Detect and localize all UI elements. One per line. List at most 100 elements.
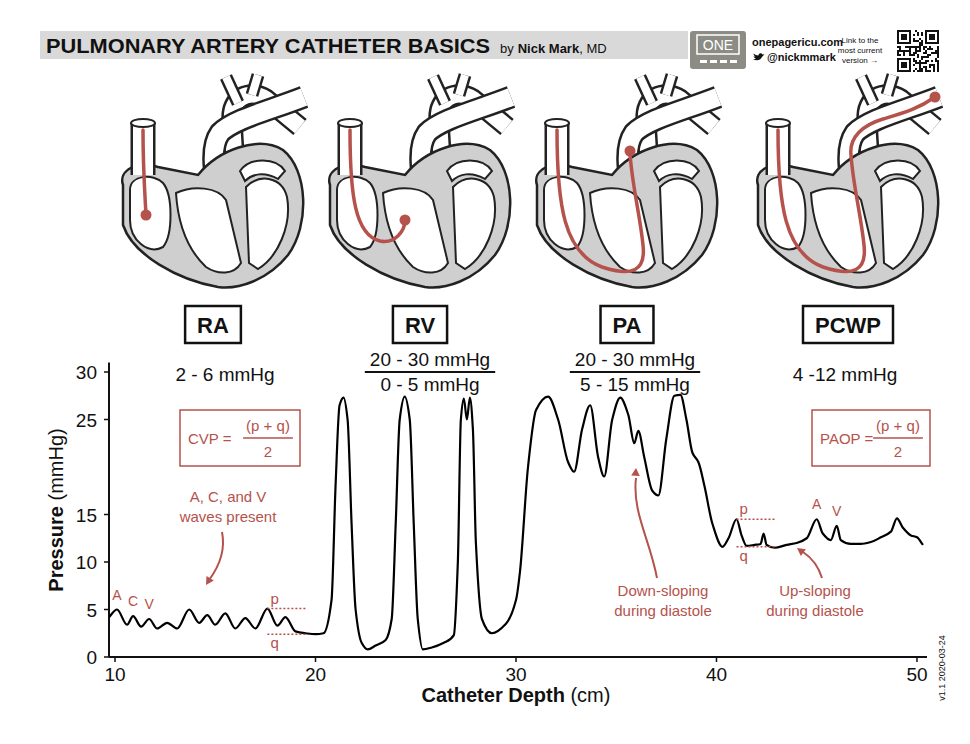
- qr-module: [917, 62, 919, 64]
- vessel: [433, 77, 445, 103]
- y-axis: [108, 363, 110, 658]
- byline-part: Nick Mark: [518, 41, 580, 56]
- wave-label: A: [812, 496, 822, 512]
- qr-module: [919, 38, 921, 40]
- qr-module: [937, 52, 939, 54]
- level-line: [737, 519, 775, 521]
- heart-diagram: [122, 75, 304, 288]
- qr-module: [919, 62, 921, 64]
- axis-title-part: (cm): [570, 684, 610, 706]
- note-arrow: [209, 532, 223, 580]
- qr-module: [919, 42, 921, 44]
- x-axis: [109, 656, 927, 658]
- qr-finder: [901, 62, 907, 68]
- byline-part: by: [500, 41, 514, 56]
- qr-module: [923, 62, 925, 64]
- qr-module: [929, 46, 931, 48]
- qr-module: [919, 66, 921, 68]
- stage-pressure: 0 - 5 mmHg: [380, 374, 479, 395]
- qr-module: [931, 52, 933, 54]
- catheter-tip: [625, 146, 636, 157]
- x-tick-label: 40: [706, 664, 727, 685]
- qr-module: [915, 50, 917, 52]
- y-tick: [104, 609, 109, 611]
- wave-label: V: [144, 596, 154, 612]
- qr-module: [915, 60, 917, 62]
- qr-module: [923, 66, 925, 68]
- qr-module: [929, 54, 931, 56]
- qr-module: [917, 46, 919, 48]
- qr-module: [937, 56, 939, 58]
- qr-module: [937, 64, 939, 66]
- qr-module: [915, 46, 917, 48]
- y-tick-label: 25: [76, 410, 97, 431]
- qr-module: [931, 48, 933, 50]
- qr-module: [903, 50, 905, 52]
- qr-module: [919, 60, 921, 62]
- qr-module: [929, 48, 931, 50]
- vessel-outline: [459, 75, 465, 95]
- catheter-tip: [141, 210, 152, 221]
- fraction-line: [570, 371, 700, 373]
- right-ventricle: [590, 188, 655, 272]
- qr-module: [911, 46, 913, 48]
- plot-area: [109, 395, 923, 650]
- qr-module: [913, 64, 915, 66]
- y-tick-label: 15: [76, 505, 97, 526]
- x-tick: [515, 657, 517, 662]
- twitter-handle: @nickmmark: [767, 51, 837, 63]
- qr-module: [927, 48, 929, 50]
- x-tick-label: 30: [505, 664, 526, 685]
- qr-module: [921, 40, 923, 42]
- logo-frame: [697, 35, 739, 54]
- qr-module: [915, 52, 917, 54]
- vessel: [887, 75, 893, 95]
- note-text: Down-sloping: [618, 582, 709, 599]
- qr-module: [913, 58, 915, 60]
- qr-module: [909, 52, 911, 54]
- qr-module: [903, 54, 905, 56]
- qr-module: [917, 50, 919, 52]
- qr-module: [913, 60, 915, 62]
- axis-title-part: Catheter Depth: [422, 684, 571, 706]
- qr-module: [921, 32, 923, 34]
- vessel: [252, 75, 258, 95]
- qr-module: [915, 40, 917, 42]
- qr-finder: [897, 30, 911, 44]
- logo-dash: [700, 60, 707, 63]
- stage-pressure: 2 - 6 mmHg: [175, 364, 274, 385]
- qr-module: [931, 60, 933, 62]
- qr-module: [937, 62, 939, 64]
- qr-module: [899, 48, 901, 50]
- formula-bar: [873, 437, 923, 438]
- vessel-outline: [666, 75, 672, 95]
- catheter: [778, 97, 935, 272]
- title-bar: [40, 31, 688, 59]
- qr-module: [913, 40, 915, 42]
- qr-module: [925, 66, 927, 68]
- right-atrium: [130, 177, 171, 249]
- note-text: Up-sloping: [779, 582, 851, 599]
- qr-finder: [897, 58, 911, 72]
- catheter: [143, 130, 146, 215]
- vessel-outline: [433, 77, 445, 103]
- y-tick-label: 10: [76, 552, 97, 573]
- qr-module: [937, 66, 939, 68]
- note-arrowhead: [206, 576, 214, 585]
- y-tick: [104, 561, 109, 563]
- left-ventricle: [881, 179, 923, 269]
- y-tick: [104, 371, 109, 373]
- byline: byNick Mark, MD: [500, 41, 607, 56]
- vessel: [459, 75, 465, 95]
- qr-module: [923, 46, 925, 48]
- qr-module: [905, 50, 907, 52]
- x-tick-label: 20: [305, 664, 326, 685]
- left-atrium: [240, 161, 285, 182]
- title: PULMONARY ARTERY CATHETER BASICS: [46, 34, 490, 57]
- qr-module: [919, 44, 921, 46]
- level-label: q: [270, 634, 278, 651]
- qr-module: [921, 34, 923, 36]
- qr-module: [921, 70, 923, 72]
- qr-module: [925, 50, 927, 52]
- link-note: most current: [838, 46, 883, 55]
